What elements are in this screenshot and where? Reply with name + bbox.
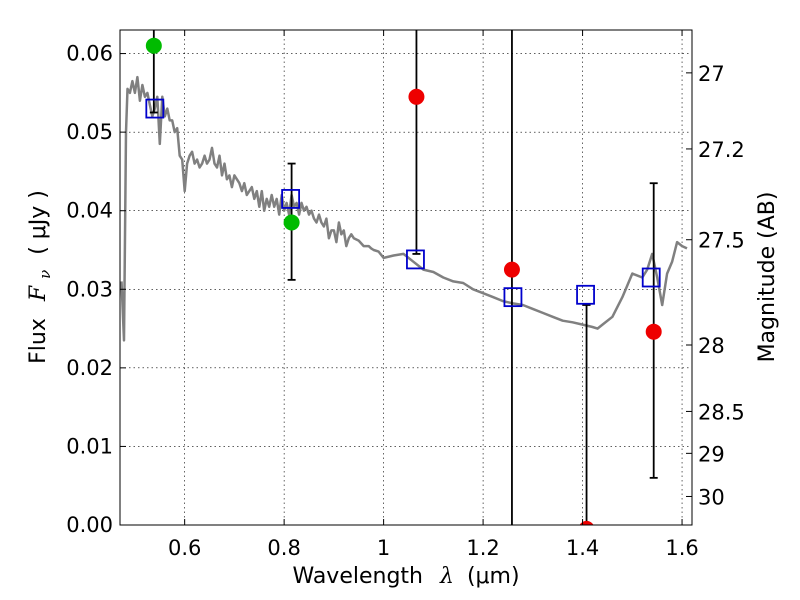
magnitude-tick-label: 29 bbox=[698, 442, 725, 466]
red-data-point bbox=[503, 261, 520, 278]
x-axis-label: Wavelength λ (μm) bbox=[292, 564, 519, 589]
y-axis-label-prefix: Flux bbox=[26, 318, 51, 364]
red-data-point bbox=[579, 520, 594, 525]
y-axis-label-subscript: ν bbox=[36, 270, 54, 279]
green-data-point bbox=[145, 37, 162, 54]
magnitude-tick-label: 27 bbox=[698, 62, 725, 86]
model-band-box bbox=[503, 287, 523, 308]
model-band-box bbox=[145, 98, 165, 119]
red-data-point bbox=[645, 323, 662, 340]
observed-point-layer bbox=[145, 37, 662, 525]
magnitude-tick-label: 30 bbox=[698, 485, 725, 509]
magnitude-axis-label: Magnitude (AB) bbox=[755, 192, 780, 363]
model-band-box bbox=[641, 267, 661, 288]
x-tick-label: 1.2 bbox=[466, 536, 499, 560]
x-tick-label: 1 bbox=[377, 536, 390, 560]
y-tick-label: 0.04 bbox=[66, 199, 113, 223]
y-axis-label-symbol: F bbox=[26, 285, 51, 302]
y-tick-label: 0.03 bbox=[66, 277, 113, 301]
magnitude-tick-label: 27.2 bbox=[698, 138, 745, 162]
y-tick-label: 0.05 bbox=[66, 120, 113, 144]
x-axis-ticks: 0.6 0.8 1 1.2 1.4 1.6 bbox=[168, 30, 699, 560]
magnitude-tick-label: 27.5 bbox=[698, 229, 745, 253]
magnitude-axis-ticks: 27 27.2 27.5 28 28.5 29 30 bbox=[686, 62, 745, 509]
model-band-box bbox=[406, 249, 425, 270]
red-data-point bbox=[408, 88, 425, 105]
x-axis-label-unit: (μm) bbox=[467, 564, 520, 589]
plot-area bbox=[120, 30, 688, 525]
y-axis-ticks: 0.00 0.01 0.02 0.03 0.04 0.05 0.06 bbox=[66, 42, 126, 537]
model-band-box bbox=[576, 284, 595, 305]
x-tick-label: 1.4 bbox=[566, 536, 599, 560]
model-spectrum-line bbox=[120, 75, 688, 342]
error-bar-layer bbox=[149, 30, 658, 525]
model-spectrum-layer bbox=[120, 75, 688, 342]
x-axis-label-symbol: λ bbox=[439, 564, 454, 589]
x-tick-label: 0.8 bbox=[267, 536, 300, 560]
grid-lines bbox=[120, 30, 692, 525]
green-data-point bbox=[283, 214, 300, 231]
plot-frame bbox=[119, 29, 693, 526]
y-tick-label: 0.02 bbox=[66, 356, 113, 380]
x-tick-label: 0.6 bbox=[168, 536, 201, 560]
y-tick-label: 0.00 bbox=[66, 513, 113, 537]
y-axis-label-unit: ( μJy ) bbox=[26, 190, 51, 255]
y-tick-label: 0.01 bbox=[66, 434, 113, 458]
y-tick-label: 0.06 bbox=[66, 42, 113, 66]
model-band-box bbox=[281, 189, 301, 209]
x-axis-label-prefix: Wavelength bbox=[292, 564, 423, 589]
y-axis-label: Flux F ν ( μJy ) bbox=[26, 190, 56, 364]
magnitude-tick-label: 28.5 bbox=[698, 400, 745, 424]
magnitude-tick-label: 28 bbox=[698, 334, 725, 358]
x-tick-label: 1.6 bbox=[665, 536, 698, 560]
model-box-layer bbox=[145, 98, 661, 308]
